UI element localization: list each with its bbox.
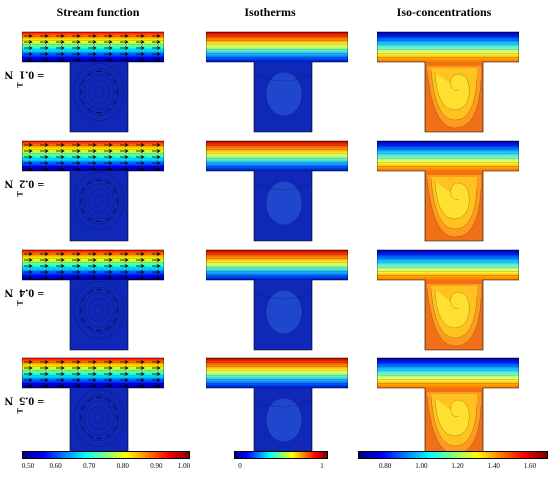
colorbar-tick-label: 1.40 bbox=[487, 462, 500, 470]
colorbar-isotherms-gradient bbox=[234, 451, 328, 459]
colorbar-stream-gradient bbox=[22, 451, 190, 459]
contour-panel-concentration-row-2 bbox=[377, 139, 519, 243]
concentration-band-inner bbox=[434, 397, 470, 437]
contour-line bbox=[253, 73, 313, 82]
vortex-streamlines bbox=[73, 172, 125, 230]
cavity-arrows bbox=[80, 179, 118, 222]
cavity-region bbox=[70, 280, 128, 350]
colorbar-concentration-gradient bbox=[358, 451, 548, 459]
cavity-arrows bbox=[80, 396, 118, 439]
colorbar-tick-label: 1.60 bbox=[523, 462, 537, 470]
domain-outline bbox=[206, 249, 348, 351]
colorbar-tick-label: 0.90 bbox=[150, 462, 163, 470]
domain-outline bbox=[206, 31, 348, 133]
contour-line bbox=[426, 69, 482, 129]
column-title-stream-function: Stream function bbox=[56, 5, 140, 19]
contour-panel-stream-row-1 bbox=[22, 30, 164, 134]
channel-region bbox=[377, 250, 519, 280]
isotherm-inner-region bbox=[266, 181, 302, 225]
contour-line bbox=[265, 71, 303, 117]
colorbar-stream-function: 0.50 0.60 0.70 0.80 0.90 1.00 bbox=[22, 451, 190, 473]
colorbar-iso-concentrations: 0.80 1.00 1.20 1.40 1.60 bbox=[358, 451, 548, 473]
contour-line bbox=[426, 178, 482, 238]
contour-line bbox=[430, 395, 478, 447]
contour-panel-concentration-row-4 bbox=[377, 356, 519, 460]
vortex-streamlines bbox=[73, 281, 125, 339]
domain-outline bbox=[377, 249, 519, 351]
channel-region bbox=[377, 141, 519, 171]
colorbar-tick-label: 0.80 bbox=[379, 462, 392, 470]
channel-region bbox=[377, 32, 519, 62]
isotherm-inner-region bbox=[266, 290, 302, 334]
contour-line bbox=[426, 287, 482, 347]
velocity-arrows bbox=[24, 34, 161, 62]
concentration-band-inner bbox=[434, 180, 470, 220]
contour-line bbox=[265, 397, 303, 443]
contour-line bbox=[430, 178, 478, 230]
contour-panel-isotherms-row-2 bbox=[206, 139, 348, 243]
isotherm-inner-region bbox=[266, 72, 302, 116]
cavity-region bbox=[70, 388, 128, 458]
domain-outline bbox=[22, 140, 164, 242]
contour-line bbox=[430, 69, 478, 121]
channel-region bbox=[206, 32, 348, 62]
cavity-region bbox=[70, 171, 128, 241]
colorbar-tick-label: 0.60 bbox=[49, 462, 62, 470]
vortex-streamlines bbox=[73, 389, 125, 447]
contour-panel-stream-row-4 bbox=[22, 356, 164, 460]
velocity-arrows bbox=[24, 360, 161, 388]
colorbar-tick-label: 0.70 bbox=[83, 462, 96, 470]
domain-outline bbox=[206, 140, 348, 242]
velocity-arrows bbox=[24, 252, 161, 280]
concentration-band-inner bbox=[434, 289, 470, 329]
contour-panel-stream-row-3 bbox=[22, 248, 164, 352]
contour-line bbox=[265, 289, 303, 335]
domain-outline bbox=[22, 249, 164, 351]
column-title-isotherms: Isotherms bbox=[244, 5, 296, 19]
colorbar-tick-label: 0.50 bbox=[21, 462, 35, 470]
contour-panel-isotherms-row-1 bbox=[206, 30, 348, 134]
colorbar-tick-label: 1 bbox=[320, 462, 324, 470]
contour-line bbox=[253, 182, 313, 191]
cavity-region bbox=[70, 62, 128, 132]
domain-outline bbox=[22, 31, 164, 133]
contour-panel-isotherms-row-4 bbox=[206, 356, 348, 460]
colorbar-tick-label: 0 bbox=[238, 462, 242, 470]
channel-region bbox=[206, 141, 348, 171]
channel-region bbox=[377, 358, 519, 388]
vortex-streamlines bbox=[73, 63, 125, 121]
colorbar-tick-label: 1.00 bbox=[177, 462, 191, 470]
colorbar-tick-label: 1.00 bbox=[415, 462, 428, 470]
domain-outline bbox=[377, 31, 519, 133]
contour-panel-concentration-row-3 bbox=[377, 248, 519, 352]
contour-panel-concentration-row-1 bbox=[377, 30, 519, 134]
velocity-arrows bbox=[24, 143, 161, 171]
contour-panel-stream-row-2 bbox=[22, 139, 164, 243]
channel-region bbox=[206, 358, 348, 388]
concentration-band-inner bbox=[434, 71, 470, 111]
domain-outline bbox=[377, 140, 519, 242]
channel-region bbox=[206, 250, 348, 280]
cavity-arrows bbox=[80, 288, 118, 331]
isotherm-inner-region bbox=[266, 398, 302, 442]
colorbar-tick-label: 0.80 bbox=[116, 462, 129, 470]
contour-line bbox=[253, 291, 313, 300]
contour-line bbox=[253, 399, 313, 408]
contour-line bbox=[430, 287, 478, 339]
colorbar-tick-label: 1.20 bbox=[451, 462, 464, 470]
contour-line bbox=[265, 180, 303, 226]
contour-panel-isotherms-row-3 bbox=[206, 248, 348, 352]
cavity-arrows bbox=[80, 70, 118, 113]
column-title-iso-concentrations: Iso-concentrations bbox=[396, 5, 492, 19]
